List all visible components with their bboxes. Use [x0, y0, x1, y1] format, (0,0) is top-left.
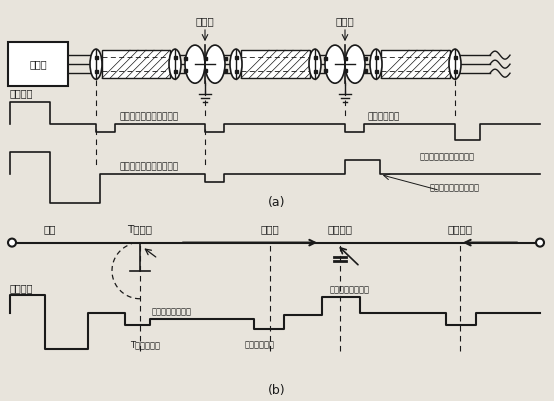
Text: T型接头: T型接头	[127, 225, 152, 235]
Bar	[324, 57, 326, 60]
Text: 有故障范围上观察的波形: 有故障范围上观察的波形	[120, 162, 179, 172]
Bar	[102, 50, 170, 78]
Bar	[203, 57, 207, 60]
Bar	[314, 56, 316, 59]
Bar	[8, 42, 68, 86]
Bar	[183, 57, 187, 60]
Text: 对接头: 对接头	[336, 16, 355, 26]
Ellipse shape	[325, 45, 345, 83]
Bar	[343, 69, 346, 72]
Ellipse shape	[8, 239, 16, 247]
Bar	[173, 56, 177, 59]
Ellipse shape	[449, 49, 461, 79]
Text: 无故障范围上观察的波形: 无故障范围上观察的波形	[120, 112, 179, 121]
Bar	[324, 69, 326, 72]
Ellipse shape	[90, 49, 102, 79]
Ellipse shape	[205, 45, 225, 83]
Ellipse shape	[169, 49, 181, 79]
Text: 短路故障: 短路故障	[327, 225, 352, 235]
Text: (a): (a)	[268, 196, 286, 209]
Bar	[95, 70, 98, 73]
Text: T型接头回波: T型接头回波	[130, 340, 160, 349]
Text: 发送脉冲: 发送脉冲	[10, 88, 33, 98]
Bar	[363, 57, 367, 60]
Bar	[234, 56, 238, 59]
Text: 短路故障点反射波: 短路故障点反射波	[330, 286, 370, 295]
Text: 三叉头接头反射波: 三叉头接头反射波	[152, 308, 192, 317]
Bar	[183, 69, 187, 72]
Bar	[363, 69, 367, 72]
Bar	[95, 56, 98, 59]
Text: 电缆终端: 电缆终端	[448, 225, 473, 235]
Ellipse shape	[309, 49, 321, 79]
Bar	[223, 57, 227, 60]
Text: (b): (b)	[268, 384, 286, 397]
Bar	[241, 50, 310, 78]
Text: 电缆: 电缆	[44, 225, 57, 235]
Ellipse shape	[345, 45, 365, 83]
Bar	[234, 70, 238, 73]
Bar	[454, 70, 456, 73]
Bar	[375, 56, 377, 59]
Text: 从反射点返回的三脉冲: 从反射点返回的三脉冲	[430, 184, 480, 192]
Bar	[375, 70, 377, 73]
Ellipse shape	[230, 49, 242, 79]
Bar	[173, 70, 177, 73]
Ellipse shape	[536, 239, 544, 247]
Bar	[203, 69, 207, 72]
Text: 对接头反射波: 对接头反射波	[367, 112, 399, 121]
Text: 发送脉冲: 发送脉冲	[10, 283, 33, 293]
Bar	[343, 57, 346, 60]
Text: 电缆仪: 电缆仪	[29, 59, 47, 69]
Text: 对接头: 对接头	[260, 225, 279, 235]
Bar	[454, 56, 456, 59]
Bar	[314, 70, 316, 73]
Bar	[381, 50, 450, 78]
Text: 末端接续盒压持的负象中: 末端接续盒压持的负象中	[420, 152, 475, 161]
Text: 对接头反射波: 对接头反射波	[245, 340, 275, 349]
Bar	[223, 69, 227, 72]
Ellipse shape	[370, 49, 382, 79]
Text: 对接头: 对接头	[196, 16, 214, 26]
Ellipse shape	[185, 45, 205, 83]
